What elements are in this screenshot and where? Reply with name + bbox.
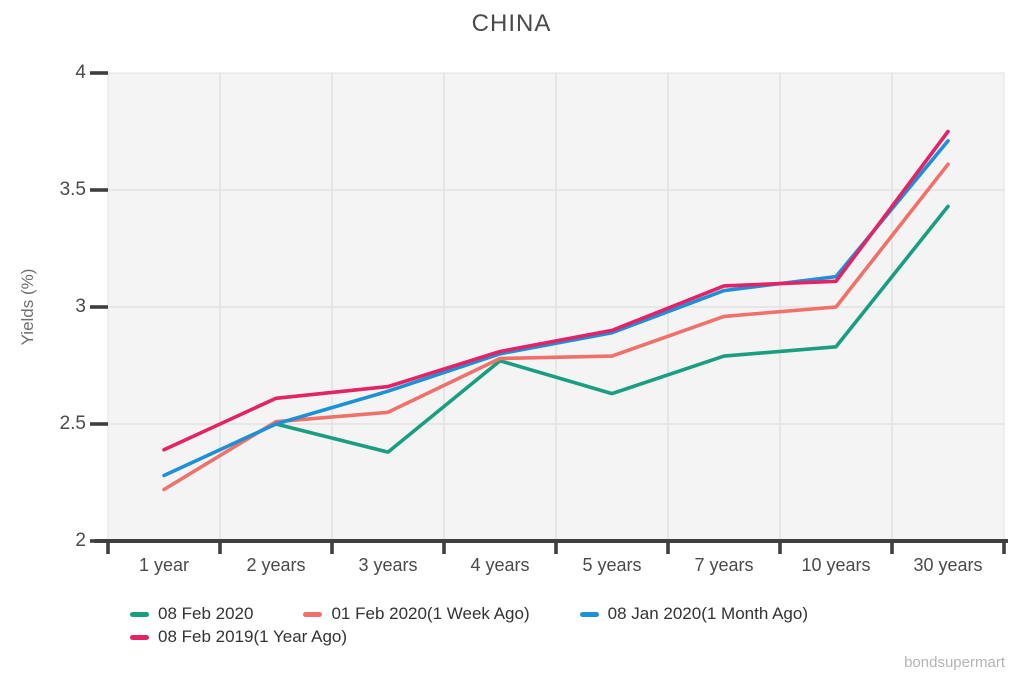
y-tick-label: 2 bbox=[75, 530, 86, 551]
y-tick-label: 3 bbox=[75, 296, 86, 317]
chart-title: CHINA bbox=[471, 10, 552, 37]
legend-item-01-feb-2020-1-week-ago[interactable]: 01 Feb 2020(1 Week Ago) bbox=[303, 604, 530, 624]
chart-legend: 08 Feb 2020 01 Feb 2020(1 Week Ago) 08 Jan… bbox=[130, 604, 940, 647]
x-axis-tick bbox=[554, 539, 558, 554]
x-axis-tick bbox=[1002, 539, 1006, 554]
x-axis-tick bbox=[666, 539, 670, 554]
y-axis-tick bbox=[90, 305, 108, 309]
series-line-08-feb-2020 bbox=[274, 204, 950, 454]
x-axis-tick bbox=[330, 539, 334, 554]
legend-marker-icon bbox=[130, 611, 149, 617]
x-tick-label: 10 years bbox=[801, 555, 871, 575]
x-axis-tick bbox=[442, 539, 446, 554]
legend-marker-icon bbox=[130, 634, 149, 640]
legend-item-08-feb-2020[interactable]: 08 Feb 2020 bbox=[130, 604, 253, 624]
y-tick-label: 4 bbox=[75, 62, 86, 83]
legend-marker-icon bbox=[303, 611, 323, 617]
legend-item-08-feb-2019-1-year-ago[interactable]: 08 Feb 2019(1 Year Ago) bbox=[130, 627, 347, 647]
x-tick-label: 3 years bbox=[358, 555, 418, 575]
x-tick-label: 30 years bbox=[913, 555, 983, 575]
x-tick-label: 7 years bbox=[694, 555, 754, 575]
legend-label: 01 Feb 2020(1 Week Ago) bbox=[331, 604, 530, 623]
x-axis-tick bbox=[218, 539, 222, 554]
x-axis-line bbox=[95, 539, 1008, 543]
x-tick-label: 4 years bbox=[470, 555, 530, 575]
y-axis-tick bbox=[90, 71, 108, 75]
y-axis-tick bbox=[90, 188, 108, 192]
legend-label: 08 Jan 2020(1 Month Ago) bbox=[607, 604, 808, 623]
x-tick-label: 1 year bbox=[138, 555, 190, 575]
y-axis-tick bbox=[90, 422, 108, 426]
x-tick-label: 5 years bbox=[582, 555, 642, 575]
y-axis-tick bbox=[90, 539, 108, 543]
x-axis-tick bbox=[778, 539, 782, 554]
x-axis-tick bbox=[106, 539, 110, 554]
legend-item-08-jan-2020-1-month-ago[interactable]: 08 Jan 2020(1 Month Ago) bbox=[579, 604, 808, 624]
series-line-08-feb-2019-1-year-ago bbox=[162, 129, 950, 452]
x-axis-tick bbox=[890, 539, 894, 554]
y-tick-label: 3.5 bbox=[59, 179, 86, 200]
watermark-text: bondsupermart bbox=[904, 654, 1005, 671]
series-line-08-jan-2020-1-month-ago bbox=[162, 139, 950, 478]
legend-marker-icon bbox=[579, 611, 599, 617]
legend-label: 08 Feb 2019(1 Year Ago) bbox=[158, 627, 348, 646]
legend-label: 08 Feb 2020 bbox=[158, 604, 254, 623]
x-tick-label: 2 years bbox=[246, 555, 306, 575]
y-tick-label: 2.5 bbox=[59, 413, 86, 434]
